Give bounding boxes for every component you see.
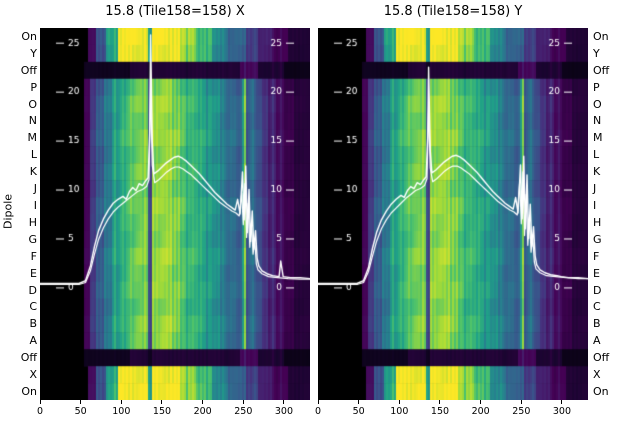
dipole-label-n-5: N [28, 114, 37, 128]
x-tick-mark [283, 400, 285, 404]
dipole-label-g-12: G [28, 232, 37, 246]
x-tick-label: 100 [390, 406, 409, 417]
x-tick-mark [358, 400, 360, 404]
dipole-label-b-17: B [29, 317, 37, 331]
x-tick-label: 200 [471, 406, 490, 417]
heatmap-plot-x [40, 28, 310, 400]
x-tick-label: 150 [430, 406, 450, 417]
x-tick-label: 300 [274, 406, 294, 417]
dipole-label-n-5: N [593, 114, 602, 128]
dipole-label-on-21: On [21, 384, 37, 398]
x-tick-mark [561, 400, 563, 404]
x-tick-mark [202, 400, 204, 404]
dipole-label-off-2: Off [593, 63, 610, 77]
x-axis-ticks-right: 0 50 100 150 200 250 300 [315, 400, 588, 426]
dipole-label-d-15: D [28, 283, 37, 297]
dipole-label-k-8: K [29, 165, 37, 179]
dipole-label-c-16: C [29, 300, 37, 314]
dipole-label-c-16: C [593, 300, 601, 314]
x-tick-label: 0 [36, 406, 44, 417]
dipole-label-f-13: F [593, 249, 600, 263]
dipole-label-f-13: F [30, 249, 37, 263]
x-tick-label: 250 [234, 406, 253, 417]
dipole-label-l-7: L [593, 148, 600, 162]
dipole-label-on-21: On [593, 384, 609, 398]
x-tick-label: 0 [314, 406, 322, 417]
dipole-label-m-6: M [27, 131, 38, 145]
dipole-label-y-1: Y [30, 46, 37, 60]
x-tick-label: 300 [552, 406, 572, 417]
dipole-label-e-14: E [30, 266, 37, 280]
dipole-label-k-8: K [593, 165, 601, 179]
dipole-label-j-9: J [33, 182, 37, 196]
x-tick-label: 150 [152, 406, 172, 417]
x-tick-label: 100 [112, 406, 131, 417]
x-tick-label: 50 [352, 406, 365, 417]
dipole-label-m-6: M [593, 131, 603, 145]
dipole-label-on-0: On [593, 29, 609, 43]
dipole-label-p-3: P [593, 80, 600, 94]
x-tick-label: 200 [193, 406, 212, 417]
x-tick-mark [120, 400, 122, 404]
dipole-label-l-7: L [30, 148, 37, 162]
plot-title-y: 15.8 (Tile158=158) Y [383, 4, 523, 19]
dipole-label-h-11: H [28, 215, 37, 229]
x-tick-mark [520, 400, 522, 404]
x-tick-label: 250 [512, 406, 531, 417]
x-tick-mark [480, 400, 482, 404]
dipole-label-off-19: Off [593, 351, 610, 365]
dipole-label-y-1: Y [593, 46, 600, 60]
dipole-label-h-11: H [593, 215, 602, 229]
x-axis-ticks-left: 0 50 100 150 200 250 300 [37, 400, 310, 426]
dipole-label-a-18: A [593, 334, 601, 348]
dipole-axis-right: On Y Off P O N M L K J I H G F E D C B A Off X On [593, 28, 635, 400]
x-tick-mark [398, 400, 400, 404]
x-tick-mark [161, 400, 163, 404]
dipole-label-on-0: On [21, 29, 37, 43]
heatmap-plot-y [318, 28, 588, 400]
x-tick-mark [317, 400, 319, 404]
dipole-label-e-14: E [593, 266, 600, 280]
x-tick-label: 50 [74, 406, 87, 417]
x-tick-mark [39, 400, 41, 404]
dipole-label-o-4: O [28, 97, 37, 111]
dipole-label-off-2: Off [20, 63, 37, 77]
dipole-label-i-10: I [593, 199, 597, 213]
x-tick-mark [439, 400, 441, 404]
dipole-label-a-18: A [29, 334, 37, 348]
x-tick-mark [80, 400, 82, 404]
dipole-label-i-10: I [33, 199, 37, 213]
dipole-label-b-17: B [593, 317, 601, 331]
dipole-label-x-20: X [593, 368, 601, 382]
x-tick-mark [242, 400, 244, 404]
dipole-label-o-4: O [593, 97, 602, 111]
dipole-label-j-9: J [593, 182, 597, 196]
dipole-axis-left: On Y Off P O N M L K J I H G F E D C B A Off X On [4, 28, 37, 400]
dipole-label-p-3: P [30, 80, 37, 94]
plot-title-x: 15.8 (Tile158=158) X [105, 4, 245, 19]
dipole-label-g-12: G [593, 232, 602, 246]
dipole-label-off-19: Off [20, 351, 37, 365]
dipole-label-d-15: D [593, 283, 602, 297]
dipole-label-x-20: X [29, 368, 37, 382]
